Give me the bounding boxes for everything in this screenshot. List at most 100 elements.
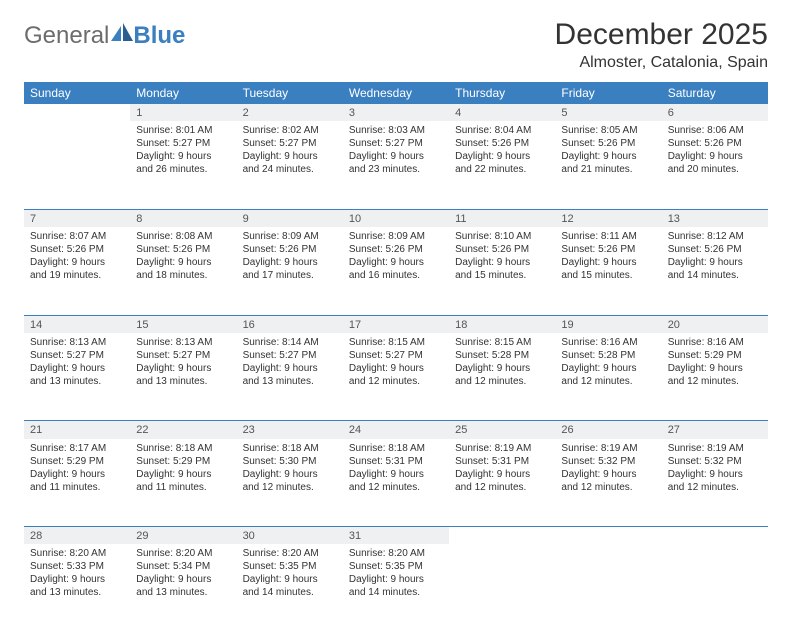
sunrise-text: Sunrise: 8:16 AM bbox=[561, 336, 655, 349]
day-info: Sunrise: 8:04 AMSunset: 5:26 PMDaylight:… bbox=[449, 121, 555, 209]
daynum-row: 14151617181920 bbox=[24, 315, 768, 333]
sunrise-text: Sunrise: 8:01 AM bbox=[136, 124, 230, 137]
sunrise-text: Sunrise: 8:09 AM bbox=[349, 230, 443, 243]
day-info: Sunrise: 8:09 AMSunset: 5:26 PMDaylight:… bbox=[343, 227, 449, 315]
daylight-text: Daylight: 9 hours and 12 minutes. bbox=[561, 468, 655, 494]
sunrise-text: Sunrise: 8:18 AM bbox=[349, 442, 443, 455]
day-number bbox=[449, 527, 555, 545]
dayname-sun: Sunday bbox=[24, 82, 130, 104]
daylight-text: Daylight: 9 hours and 12 minutes. bbox=[349, 468, 443, 494]
day-number: 24 bbox=[343, 421, 449, 439]
day-info: Sunrise: 8:11 AMSunset: 5:26 PMDaylight:… bbox=[555, 227, 661, 315]
day-number: 28 bbox=[24, 527, 130, 545]
sunrise-text: Sunrise: 8:09 AM bbox=[243, 230, 337, 243]
sunset-text: Sunset: 5:26 PM bbox=[668, 137, 762, 150]
sunset-text: Sunset: 5:30 PM bbox=[243, 455, 337, 468]
daylight-text: Daylight: 9 hours and 16 minutes. bbox=[349, 256, 443, 282]
sunrise-text: Sunrise: 8:16 AM bbox=[668, 336, 762, 349]
day-info: Sunrise: 8:06 AMSunset: 5:26 PMDaylight:… bbox=[662, 121, 768, 209]
sunset-text: Sunset: 5:26 PM bbox=[30, 243, 124, 256]
day-info: Sunrise: 8:16 AMSunset: 5:29 PMDaylight:… bbox=[662, 333, 768, 421]
daylight-text: Daylight: 9 hours and 14 minutes. bbox=[243, 573, 337, 599]
logo-text-right: Blue bbox=[133, 22, 185, 50]
day-info: Sunrise: 8:07 AMSunset: 5:26 PMDaylight:… bbox=[24, 227, 130, 315]
sunset-text: Sunset: 5:29 PM bbox=[136, 455, 230, 468]
daylight-text: Daylight: 9 hours and 20 minutes. bbox=[668, 150, 762, 176]
sunrise-text: Sunrise: 8:13 AM bbox=[30, 336, 124, 349]
day-number: 15 bbox=[130, 315, 236, 333]
daylight-text: Daylight: 9 hours and 12 minutes. bbox=[455, 362, 549, 388]
day-number: 12 bbox=[555, 209, 661, 227]
day-info: Sunrise: 8:10 AMSunset: 5:26 PMDaylight:… bbox=[449, 227, 555, 315]
day-number: 30 bbox=[237, 527, 343, 545]
day-info: Sunrise: 8:18 AMSunset: 5:31 PMDaylight:… bbox=[343, 439, 449, 527]
day-info: Sunrise: 8:08 AMSunset: 5:26 PMDaylight:… bbox=[130, 227, 236, 315]
sunrise-text: Sunrise: 8:15 AM bbox=[455, 336, 549, 349]
day-number: 17 bbox=[343, 315, 449, 333]
dayname-fri: Friday bbox=[555, 82, 661, 104]
dayname-mon: Monday bbox=[130, 82, 236, 104]
logo-sail-icon bbox=[111, 23, 133, 41]
sunset-text: Sunset: 5:26 PM bbox=[668, 243, 762, 256]
day-number: 25 bbox=[449, 421, 555, 439]
logo: General Blue bbox=[24, 22, 185, 50]
sunset-text: Sunset: 5:27 PM bbox=[30, 349, 124, 362]
dayname-row: Sunday Monday Tuesday Wednesday Thursday… bbox=[24, 82, 768, 104]
sunset-text: Sunset: 5:35 PM bbox=[243, 560, 337, 573]
day-info bbox=[662, 544, 768, 632]
daylight-text: Daylight: 9 hours and 13 minutes. bbox=[243, 362, 337, 388]
day-number: 9 bbox=[237, 209, 343, 227]
sunrise-text: Sunrise: 8:18 AM bbox=[243, 442, 337, 455]
daynum-row: 78910111213 bbox=[24, 209, 768, 227]
day-number: 7 bbox=[24, 209, 130, 227]
calendar-table: Sunday Monday Tuesday Wednesday Thursday… bbox=[24, 82, 768, 632]
sunrise-text: Sunrise: 8:07 AM bbox=[30, 230, 124, 243]
sunset-text: Sunset: 5:34 PM bbox=[136, 560, 230, 573]
day-info: Sunrise: 8:13 AMSunset: 5:27 PMDaylight:… bbox=[24, 333, 130, 421]
day-info: Sunrise: 8:20 AMSunset: 5:33 PMDaylight:… bbox=[24, 544, 130, 632]
daylight-text: Daylight: 9 hours and 17 minutes. bbox=[243, 256, 337, 282]
sunrise-text: Sunrise: 8:19 AM bbox=[455, 442, 549, 455]
daylight-text: Daylight: 9 hours and 13 minutes. bbox=[136, 573, 230, 599]
day-number: 2 bbox=[237, 104, 343, 121]
day-info: Sunrise: 8:13 AMSunset: 5:27 PMDaylight:… bbox=[130, 333, 236, 421]
daylight-text: Daylight: 9 hours and 13 minutes. bbox=[30, 573, 124, 599]
day-number: 29 bbox=[130, 527, 236, 545]
daylight-text: Daylight: 9 hours and 21 minutes. bbox=[561, 150, 655, 176]
day-number: 14 bbox=[24, 315, 130, 333]
day-info: Sunrise: 8:19 AMSunset: 5:32 PMDaylight:… bbox=[555, 439, 661, 527]
sunrise-text: Sunrise: 8:20 AM bbox=[243, 547, 337, 560]
title-block: December 2025 Almoster, Catalonia, Spain bbox=[555, 18, 768, 72]
day-number: 27 bbox=[662, 421, 768, 439]
sunset-text: Sunset: 5:32 PM bbox=[668, 455, 762, 468]
daylight-text: Daylight: 9 hours and 23 minutes. bbox=[349, 150, 443, 176]
day-number: 10 bbox=[343, 209, 449, 227]
day-info: Sunrise: 8:12 AMSunset: 5:26 PMDaylight:… bbox=[662, 227, 768, 315]
sunrise-text: Sunrise: 8:18 AM bbox=[136, 442, 230, 455]
sunset-text: Sunset: 5:26 PM bbox=[455, 243, 549, 256]
day-number: 22 bbox=[130, 421, 236, 439]
daylight-text: Daylight: 9 hours and 13 minutes. bbox=[136, 362, 230, 388]
sunrise-text: Sunrise: 8:19 AM bbox=[561, 442, 655, 455]
sunrise-text: Sunrise: 8:02 AM bbox=[243, 124, 337, 137]
sunrise-text: Sunrise: 8:04 AM bbox=[455, 124, 549, 137]
day-number: 16 bbox=[237, 315, 343, 333]
day-number: 8 bbox=[130, 209, 236, 227]
sunset-text: Sunset: 5:27 PM bbox=[136, 137, 230, 150]
daylight-text: Daylight: 9 hours and 24 minutes. bbox=[243, 150, 337, 176]
info-row: Sunrise: 8:13 AMSunset: 5:27 PM Daylight:… bbox=[24, 333, 768, 421]
day-number bbox=[555, 527, 661, 545]
day-info: Sunrise: 8:14 AMSunset: 5:27 PMDaylight:… bbox=[237, 333, 343, 421]
day-number: 19 bbox=[555, 315, 661, 333]
day-number: 23 bbox=[237, 421, 343, 439]
sunrise-text: Sunrise: 8:14 AM bbox=[243, 336, 337, 349]
sunrise-text: Sunrise: 8:05 AM bbox=[561, 124, 655, 137]
sunrise-text: Sunrise: 8:11 AM bbox=[561, 230, 655, 243]
day-info: Sunrise: 8:09 AMSunset: 5:26 PMDaylight:… bbox=[237, 227, 343, 315]
sunrise-text: Sunrise: 8:03 AM bbox=[349, 124, 443, 137]
day-info: Sunrise: 8:20 AMSunset: 5:34 PMDaylight:… bbox=[130, 544, 236, 632]
sunrise-text: Sunrise: 8:20 AM bbox=[349, 547, 443, 560]
daylight-text: Daylight: 9 hours and 12 minutes. bbox=[349, 362, 443, 388]
day-number: 26 bbox=[555, 421, 661, 439]
page-header: General Blue December 2025 Almoster, Cat… bbox=[24, 18, 768, 72]
